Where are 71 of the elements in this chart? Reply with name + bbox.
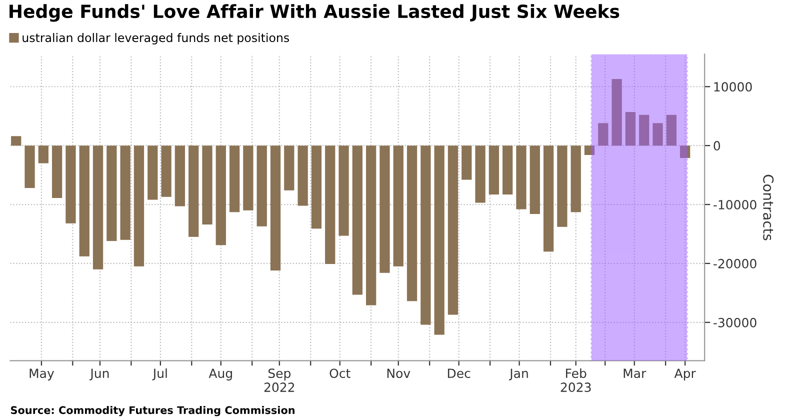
x-tick-label: Jul — [152, 368, 167, 380]
bar — [325, 146, 336, 264]
bar — [612, 78, 622, 146]
bar — [488, 146, 500, 194]
x-tick-label: Sep 2022 — [264, 368, 294, 392]
x-tick-label: Jun — [90, 368, 109, 380]
bar — [38, 146, 48, 164]
bar — [462, 146, 472, 180]
chart-title: Hedge Funds' Love Affair With Aussie Lasted Just Six Weeks — [10, 4, 620, 22]
bar — [434, 146, 444, 335]
bar — [202, 146, 212, 225]
x-tick-label: Feb 2023 — [560, 368, 591, 392]
x-tick-label: May — [30, 368, 54, 380]
y-axis-title: Contracts — [763, 174, 774, 240]
bar — [106, 146, 117, 242]
bar — [666, 114, 676, 146]
bar — [570, 146, 581, 212]
bar — [52, 146, 62, 198]
bar — [516, 146, 526, 210]
bar — [92, 146, 104, 270]
bar — [380, 146, 390, 273]
bar — [598, 123, 608, 146]
bar — [229, 146, 240, 212]
bar — [243, 146, 254, 210]
x-tick-label: Dec — [448, 368, 470, 378]
bar — [66, 146, 76, 224]
x-tick-label: Mar — [624, 368, 646, 378]
bar — [557, 146, 568, 227]
bar — [216, 146, 226, 246]
y-tick-label: -10000 — [714, 200, 756, 210]
bar — [502, 146, 513, 194]
x-tick-label: Jan — [509, 368, 528, 380]
bar — [174, 146, 186, 206]
bar — [625, 112, 636, 146]
x-tick-label: Aug — [208, 368, 232, 380]
y-tick-label: 10000 — [714, 82, 752, 92]
bar — [161, 146, 172, 197]
legend-label: ustralian dollar leveraged funds net positions — [22, 33, 290, 44]
bar — [284, 146, 294, 190]
bar — [352, 146, 362, 295]
bar — [475, 146, 486, 203]
bar — [79, 146, 90, 256]
bar — [448, 146, 458, 315]
bar — [530, 146, 540, 214]
bar — [652, 123, 663, 146]
bar — [366, 146, 376, 306]
bar — [543, 146, 554, 252]
bar — [311, 146, 322, 229]
bar — [256, 146, 267, 226]
bar — [120, 146, 130, 240]
bar — [406, 146, 418, 302]
bar — [298, 146, 308, 206]
x-tick-label: Oct — [330, 368, 350, 378]
y-tick-label: -30000 — [714, 318, 756, 328]
bar — [134, 146, 144, 266]
bar — [680, 146, 690, 158]
bar — [270, 146, 281, 271]
bar — [11, 136, 22, 146]
bar — [393, 146, 404, 266]
bar — [639, 114, 650, 146]
y-tick-label: 0 — [714, 141, 720, 150]
bar — [420, 146, 431, 325]
x-tick-label: Nov — [387, 368, 410, 378]
bar — [338, 146, 349, 236]
bar — [584, 146, 595, 155]
y-tick-label: -20000 — [714, 258, 756, 268]
bar — [148, 146, 158, 200]
bar — [24, 146, 35, 188]
bar — [188, 146, 199, 237]
source-note: Source: Commodity Futures Trading Commission — [11, 406, 294, 416]
x-tick-label: Apr — [674, 368, 696, 380]
